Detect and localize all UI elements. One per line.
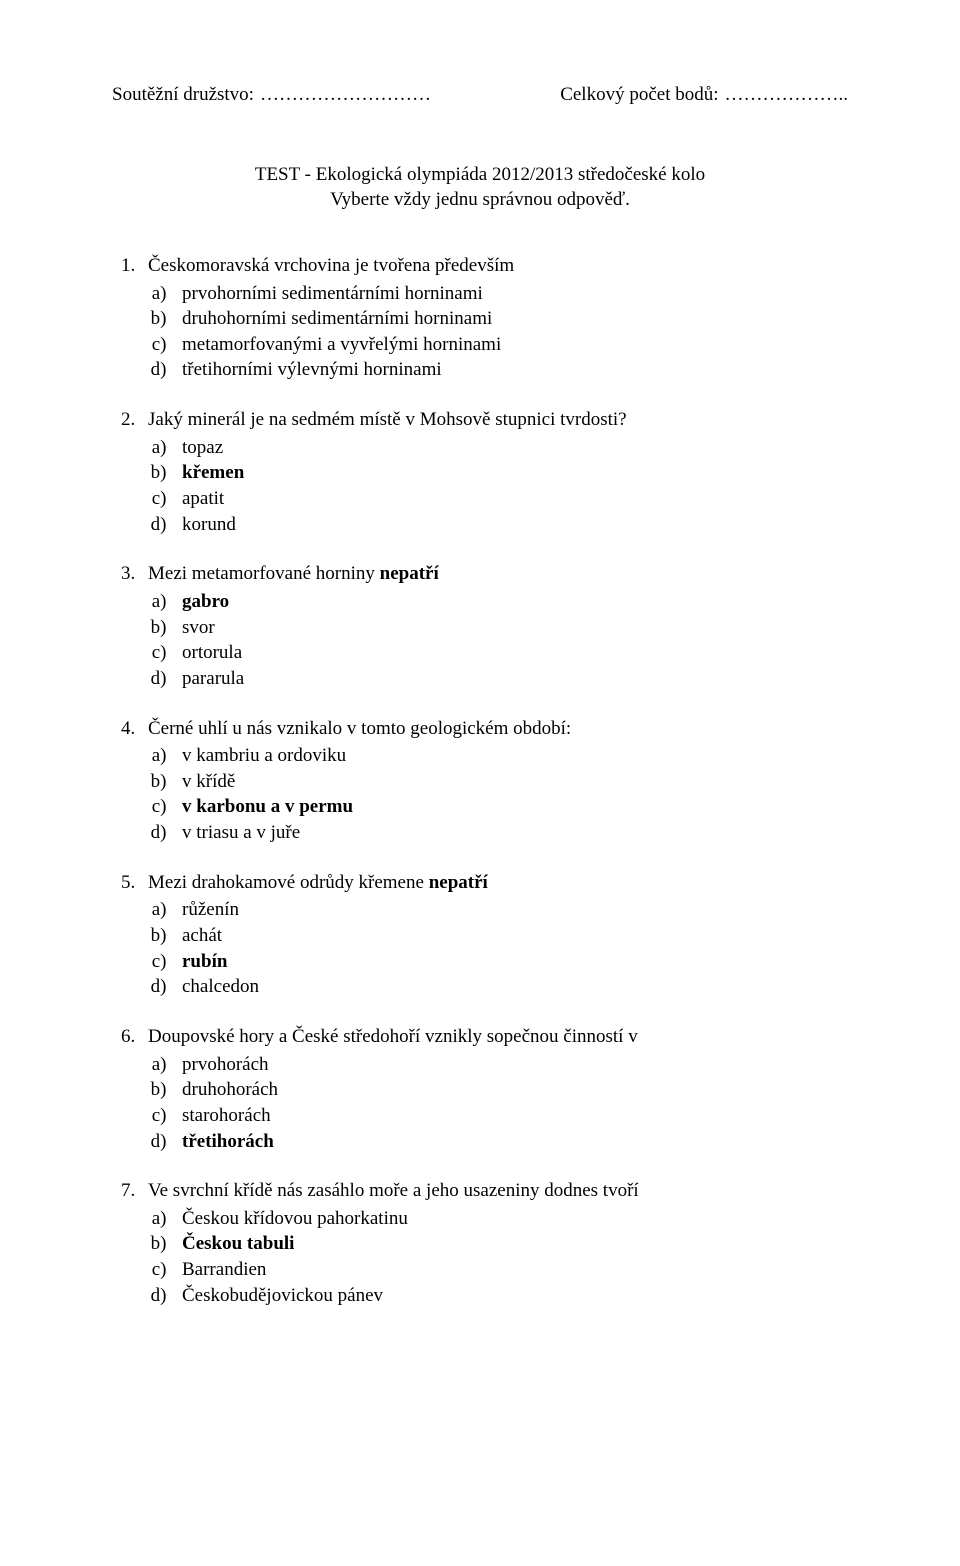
option-text: v triasu a v juře [182,822,300,843]
question-text-prefix: Mezi drahokamové odrůdy křemene [148,872,429,893]
option-list: růženín achát rubín chalcedon [148,897,848,1000]
title-block: TEST - Ekologická olympiáda 2012/2013 st… [112,162,848,213]
option: rubín [176,949,848,975]
question-text: Ve svrchní křídě nás zasáhlo moře a jeho… [148,1180,639,1201]
option-text: křemen [182,462,244,483]
option-list: v kambriu a ordoviku v křídě v karbonu a… [148,743,848,846]
option-text: druhohorními sedimentárními horninami [182,308,492,329]
option: starohorách [176,1103,848,1129]
option-text: Českou tabuli [182,1233,294,1254]
option-text: růženín [182,899,239,920]
page: Soutěžní družstvo: ……………………… Celkový poč… [0,0,960,1566]
option-text: pararula [182,668,244,689]
option-text: prvohorními sedimentárními horninami [182,283,483,304]
option: apatit [176,486,848,512]
question-text: Českomoravská vrchovina je tvořena přede… [148,255,514,276]
question-text-bold: nepatří [380,563,439,584]
question-text: Mezi drahokamové odrůdy křemene nepatří [148,872,488,893]
title-line-1: TEST - Ekologická olympiáda 2012/2013 st… [112,162,848,188]
option: Českou tabuli [176,1231,848,1257]
option: v křídě [176,769,848,795]
option: svor [176,615,848,641]
option: korund [176,512,848,538]
option-text: druhohorách [182,1079,278,1100]
option-text: třetihorách [182,1131,274,1152]
option: topaz [176,435,848,461]
option: gabro [176,589,848,615]
header-row: Soutěžní družstvo: ……………………… Celkový poč… [112,82,848,108]
option-text: Barrandien [182,1259,266,1280]
question-list: Českomoravská vrchovina je tvořena přede… [112,253,848,1308]
question-text-bold: nepatří [429,872,488,893]
title-line-2: Vyberte vždy jednu správnou odpověď. [112,187,848,213]
option-text: Českou křídovou pahorkatinu [182,1208,408,1229]
question-text: Mezi metamorfované horniny nepatří [148,563,439,584]
option-text: gabro [182,591,229,612]
question-5: Mezi drahokamové odrůdy křemene nepatří … [140,870,848,1000]
option-list: prvohorními sedimentárními horninami dru… [148,281,848,384]
option: v kambriu a ordoviku [176,743,848,769]
option: v triasu a v juře [176,820,848,846]
option-list: topaz křemen apatit korund [148,435,848,538]
option-list: Českou křídovou pahorkatinu Českou tabul… [148,1206,848,1309]
option-text: achát [182,925,222,946]
question-4: Černé uhlí u nás vznikalo v tomto geolog… [140,716,848,846]
option-text: starohorách [182,1105,271,1126]
option: achát [176,923,848,949]
option: pararula [176,666,848,692]
team-label: Soutěžní družstvo: [112,82,254,108]
option: Barrandien [176,1257,848,1283]
question-6: Doupovské hory a České středohoří vznikl… [140,1024,848,1154]
option-text: svor [182,617,215,638]
question-7: Ve svrchní křídě nás zasáhlo moře a jeho… [140,1178,848,1308]
option: Českou křídovou pahorkatinu [176,1206,848,1232]
option: v karbonu a v permu [176,794,848,820]
option-text: Českobudějovickou pánev [182,1285,383,1306]
option: Českobudějovickou pánev [176,1283,848,1309]
option: třetihorními výlevnými horninami [176,357,848,383]
option: chalcedon [176,974,848,1000]
question-2: Jaký minerál je na sedmém místě v Mohsov… [140,407,848,537]
question-3: Mezi metamorfované horniny nepatří gabro… [140,561,848,691]
option-text: v karbonu a v permu [182,796,353,817]
option-text: v křídě [182,771,235,792]
header-left: Soutěžní družstvo: ……………………… [112,82,431,108]
team-dots: ……………………… [260,82,431,108]
header-right: Celkový počet bodů: ……………….. [560,82,848,108]
option-list: gabro svor ortorula pararula [148,589,848,692]
option-text: apatit [182,488,224,509]
option: druhohorními sedimentárními horninami [176,306,848,332]
option: ortorula [176,640,848,666]
option-text: v kambriu a ordoviku [182,745,346,766]
option: metamorfovanými a vyvřelými horninami [176,332,848,358]
option: prvohorách [176,1052,848,1078]
option-text: ortorula [182,642,242,663]
question-text: Jaký minerál je na sedmém místě v Mohsov… [148,409,627,430]
option-list: prvohorách druhohorách starohorách třeti… [148,1052,848,1155]
question-1: Českomoravská vrchovina je tvořena přede… [140,253,848,383]
question-text-prefix: Mezi metamorfované horniny [148,563,380,584]
option-text: rubín [182,951,227,972]
question-text: Černé uhlí u nás vznikalo v tomto geolog… [148,718,571,739]
option-text: metamorfovanými a vyvřelými horninami [182,334,501,355]
option: prvohorními sedimentárními horninami [176,281,848,307]
option: třetihorách [176,1129,848,1155]
points-label: Celkový počet bodů: [560,82,718,108]
question-text: Doupovské hory a České středohoří vznikl… [148,1026,638,1047]
option-text: prvohorách [182,1054,269,1075]
option-text: chalcedon [182,976,259,997]
option-text: třetihorními výlevnými horninami [182,359,442,380]
option: druhohorách [176,1077,848,1103]
option-text: topaz [182,437,223,458]
option: křemen [176,460,848,486]
points-dots: ……………….. [725,82,849,108]
option: růženín [176,897,848,923]
option-text: korund [182,514,236,535]
